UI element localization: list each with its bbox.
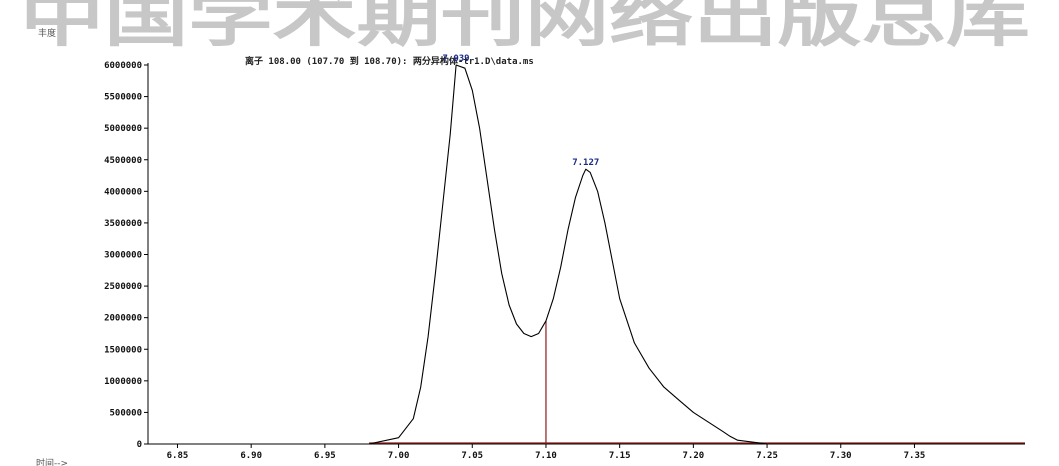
x-tick-label: 7.35 — [904, 451, 926, 461]
y-tick-label: 6000000 — [104, 61, 142, 71]
x-tick-label: 6.90 — [240, 451, 262, 461]
plot-area: 7.039 7.127 — [148, 54, 1025, 445]
peak-label: 7.039 — [443, 54, 470, 64]
y-tick-label: 2000000 — [104, 314, 142, 324]
x-tick-label: 6.85 — [167, 451, 189, 461]
x-tick-label: 6.95 — [314, 451, 336, 461]
x-tick-label: 7.25 — [756, 451, 778, 461]
y-tick-label: 1000000 — [104, 377, 142, 387]
watermark-text: 中国学术期刊网络出版总库 — [20, 0, 1030, 56]
x-tick-label: 7.30 — [830, 451, 852, 461]
y-tick-label: 4000000 — [104, 187, 142, 197]
y-tick-label: 3000000 — [104, 251, 142, 261]
x-axis-title: 时间--> — [36, 457, 68, 466]
y-tick-label: 1500000 — [104, 345, 142, 355]
y-tick-label: 500000 — [109, 408, 142, 418]
x-tick-label: 7.05 — [461, 451, 483, 461]
chart-title: 离子 108.00 (107.70 到 108.70): 两分异构体-tr1.D… — [245, 55, 534, 67]
x-tick-label: 7.20 — [683, 451, 705, 461]
x-tick-label: 7.10 — [535, 451, 557, 461]
trace-line — [148, 64, 1025, 445]
x-tick-label: 7.15 — [609, 451, 631, 461]
x-tick-label: 7.00 — [388, 451, 410, 461]
axes-group: 0 500000 1000000 1500000 2000000 2500000 30000… — [104, 61, 1025, 461]
y-tick-label: 2500000 — [104, 282, 142, 292]
y-tick-label: 4500000 — [104, 156, 142, 166]
y-axis-title: 丰度 — [38, 27, 56, 39]
y-tick-label: 0 — [137, 440, 142, 450]
peak-label: 7.127 — [572, 158, 599, 168]
y-tick-label: 5000000 — [104, 124, 142, 134]
y-tick-label: 5500000 — [104, 93, 142, 103]
y-tick-label: 3500000 — [104, 219, 142, 229]
